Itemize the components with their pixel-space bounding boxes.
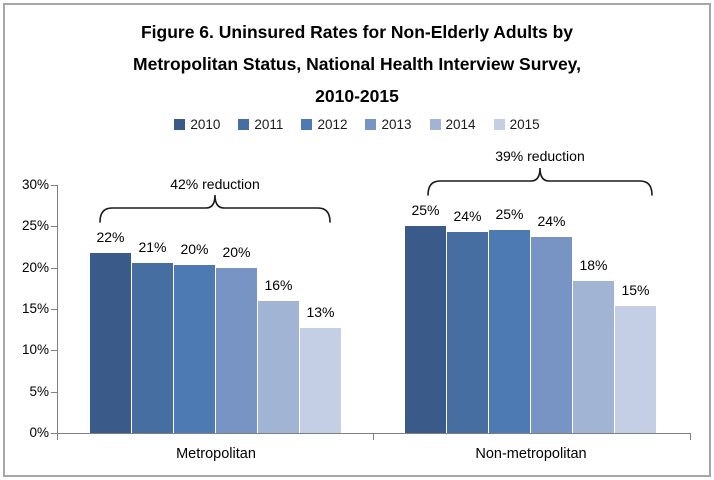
chart-title-line1: Figure 6. Uninsured Rates for Non-Elderl… bbox=[140, 22, 574, 42]
bar-value-label: 20% bbox=[222, 244, 251, 260]
y-tick-label: 5% bbox=[29, 384, 49, 399]
y-axis-tick bbox=[51, 309, 57, 310]
legend-label: 2014 bbox=[445, 117, 476, 132]
bar-value-label: 20% bbox=[180, 241, 209, 257]
y-axis-tick bbox=[51, 185, 57, 186]
y-axis-line bbox=[57, 185, 58, 434]
legend-label: 2013 bbox=[381, 117, 412, 132]
category-label-Metropolitan: Metropolitan bbox=[176, 446, 256, 462]
bar-value-label: 24% bbox=[453, 208, 482, 224]
y-axis-tick bbox=[51, 268, 57, 269]
legend-item-2011: 2011 bbox=[238, 117, 283, 132]
legend-swatch-icon bbox=[238, 119, 250, 130]
bar-2010-Metropolitan bbox=[90, 253, 131, 433]
x-axis-tick bbox=[57, 433, 58, 440]
legend-swatch-icon bbox=[429, 119, 441, 130]
bar-value-label: 16% bbox=[264, 277, 293, 293]
legend-label: 2010 bbox=[190, 117, 221, 132]
brace-shape bbox=[99, 194, 331, 223]
y-axis-tick bbox=[51, 350, 57, 351]
x-axis-tick bbox=[373, 433, 374, 440]
annotation-Non-metropolitan: 39% reduction bbox=[495, 148, 585, 164]
annotation-Metropolitan: 42% reduction bbox=[170, 176, 260, 192]
bar-value-label: 25% bbox=[411, 202, 440, 218]
chart-title-line2: Metropolitan Status, National Health Int… bbox=[133, 54, 581, 74]
y-tick-label: 30% bbox=[21, 177, 49, 192]
y-axis-tick bbox=[51, 226, 57, 227]
y-tick-label: 10% bbox=[21, 342, 49, 357]
y-tick-label: 15% bbox=[21, 301, 49, 316]
bar-2012-Metropolitan bbox=[174, 265, 215, 433]
y-tick-label: 25% bbox=[21, 218, 49, 233]
legend-swatch-icon bbox=[174, 119, 186, 130]
legend-item-2015: 2015 bbox=[493, 117, 540, 132]
bar-value-label: 21% bbox=[138, 239, 167, 255]
bar-2014-Metropolitan bbox=[258, 301, 299, 433]
bar-2013-Non-metropolitan bbox=[531, 237, 572, 433]
bar-2010-Non-metropolitan bbox=[405, 226, 446, 433]
bar-value-label: 18% bbox=[579, 257, 608, 273]
legend-swatch-icon bbox=[493, 119, 505, 130]
bar-2015-Metropolitan bbox=[300, 328, 341, 433]
bar-2014-Non-metropolitan bbox=[573, 281, 614, 433]
legend-label: 2011 bbox=[254, 117, 284, 132]
bar-2015-Non-metropolitan bbox=[615, 306, 656, 433]
x-axis-line bbox=[57, 433, 691, 434]
legend-item-2013: 2013 bbox=[365, 117, 412, 132]
bar-value-label: 25% bbox=[495, 206, 524, 222]
legend-item-2012: 2012 bbox=[301, 117, 347, 132]
brace-shape bbox=[427, 167, 653, 196]
y-axis-tick bbox=[51, 392, 57, 393]
legend-item-2014: 2014 bbox=[429, 117, 476, 132]
bar-value-label: 24% bbox=[537, 213, 566, 229]
y-axis-tick bbox=[51, 433, 57, 434]
legend-swatch-icon bbox=[301, 119, 313, 130]
bar-2012-Non-metropolitan bbox=[489, 230, 530, 433]
bar-2013-Metropolitan bbox=[216, 268, 257, 433]
bar-value-label: 22% bbox=[96, 229, 125, 245]
bar-value-label: 15% bbox=[621, 282, 650, 298]
y-tick-label: 0% bbox=[29, 425, 49, 440]
bar-2011-Metropolitan bbox=[132, 263, 173, 433]
legend-swatch-icon bbox=[365, 119, 377, 130]
chart-title: Figure 6. Uninsured Rates for Non-Elderl… bbox=[20, 16, 694, 112]
x-axis-tick bbox=[690, 433, 691, 440]
category-label-Non-metropolitan: Non-metropolitan bbox=[475, 446, 587, 462]
bar-2011-Non-metropolitan bbox=[447, 232, 488, 433]
chart-title-line3: 2010-2015 bbox=[315, 86, 399, 106]
chart-legend: 2010 2011 2012 2013 2014 2015 bbox=[0, 117, 714, 132]
legend-label: 2015 bbox=[509, 117, 540, 132]
bar-value-label: 13% bbox=[306, 304, 335, 320]
legend-item-2010: 2010 bbox=[174, 117, 220, 132]
legend-label: 2012 bbox=[317, 117, 348, 132]
y-tick-label: 20% bbox=[21, 260, 49, 275]
